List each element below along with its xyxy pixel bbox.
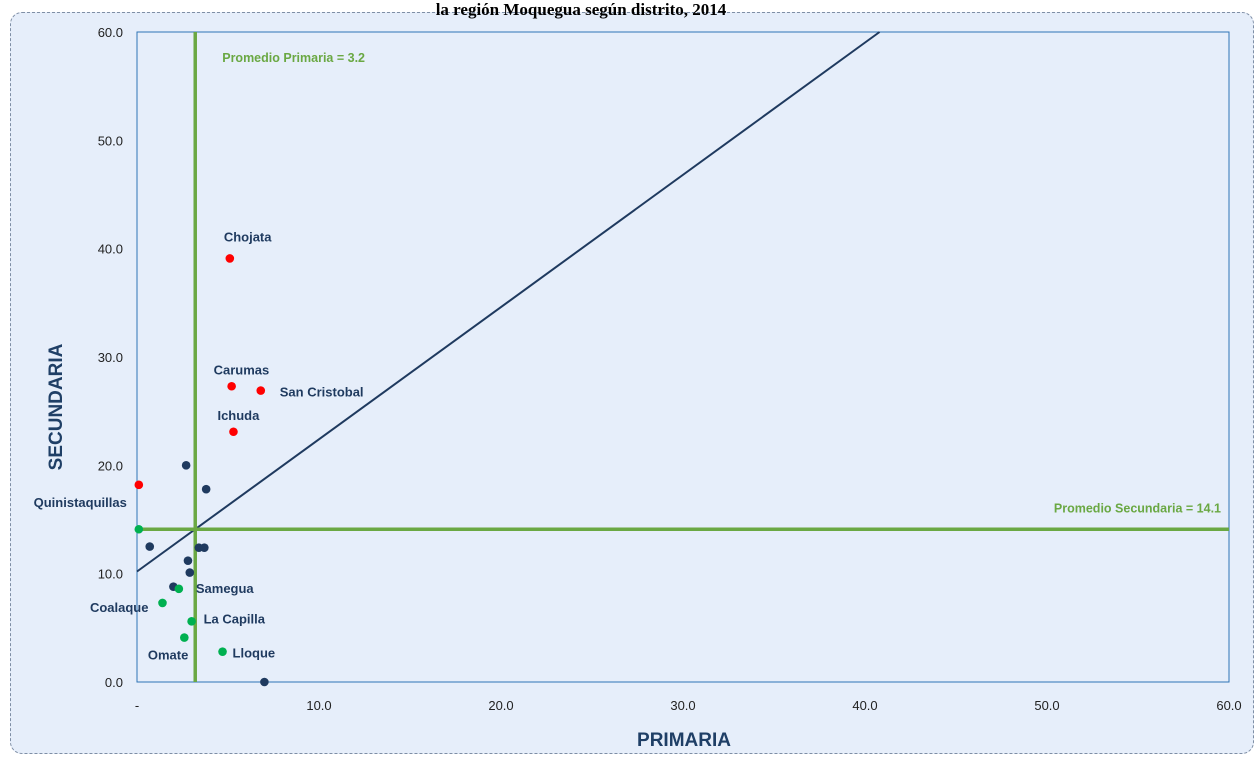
data-point — [145, 542, 155, 551]
data-point — [174, 584, 184, 594]
data-point — [225, 254, 235, 263]
chart-area: la región Moquegua según distrito, 2014 — [10, 0, 1254, 754]
point-label: Samegua — [196, 581, 255, 596]
data-point — [180, 633, 189, 642]
y-tick-label: 30.0 — [98, 350, 123, 365]
primaria-average-label: Promedio Primaria = 3.2 — [222, 51, 365, 65]
x-tick-label: 40.0 — [852, 698, 877, 713]
y-axis-title: SECUNDARIA — [46, 343, 67, 470]
data-point — [229, 427, 238, 437]
point-label: Ichuda — [217, 408, 260, 423]
data-point — [200, 543, 209, 552]
data-point — [183, 556, 193, 565]
y-tick-label: 40.0 — [98, 242, 123, 257]
point-label: San Cristobal — [280, 385, 364, 400]
x-tick-label: 20.0 — [488, 698, 513, 713]
trend-line — [136, 31, 881, 573]
point-label: Carumas — [214, 362, 270, 377]
x-tick-label: 10.0 — [306, 698, 331, 713]
data-point — [227, 381, 236, 391]
data-point — [260, 677, 269, 687]
x-tick-label: - — [135, 698, 139, 713]
point-label: Quinistaquillas — [34, 495, 127, 510]
y-tick-label: 20.0 — [98, 458, 123, 473]
chart-title: la región Moquegua según distrito, 2014 — [435, 0, 727, 19]
x-tick-label: 60.0 — [1216, 698, 1241, 713]
point-label: La Capilla — [204, 611, 266, 626]
y-tick-label: 50.0 — [98, 133, 123, 148]
x-tick-label: 50.0 — [1034, 698, 1059, 713]
point-label: Omate — [148, 648, 188, 663]
data-point — [187, 617, 196, 626]
point-label: Coalaque — [90, 600, 149, 615]
data-point — [201, 484, 211, 494]
secundaria-average-label: Promedio Secundaria = 14.1 — [1054, 501, 1221, 515]
data-point — [181, 461, 191, 470]
data-point — [134, 524, 144, 534]
x-tick-label: 30.0 — [670, 698, 695, 713]
point-label: Lloque — [233, 646, 276, 661]
plot-frame — [136, 31, 1230, 683]
point-label: Chojata — [224, 229, 272, 244]
data-point — [158, 598, 167, 608]
y-tick-label: 0.0 — [105, 675, 123, 690]
x-axis-title: PRIMARIA — [637, 730, 731, 751]
data-point — [185, 568, 195, 577]
data-point — [256, 386, 266, 395]
y-tick-label: 60.0 — [98, 25, 123, 40]
data-point — [218, 647, 227, 656]
data-point — [134, 480, 144, 490]
y-tick-label: 10.0 — [98, 567, 123, 582]
